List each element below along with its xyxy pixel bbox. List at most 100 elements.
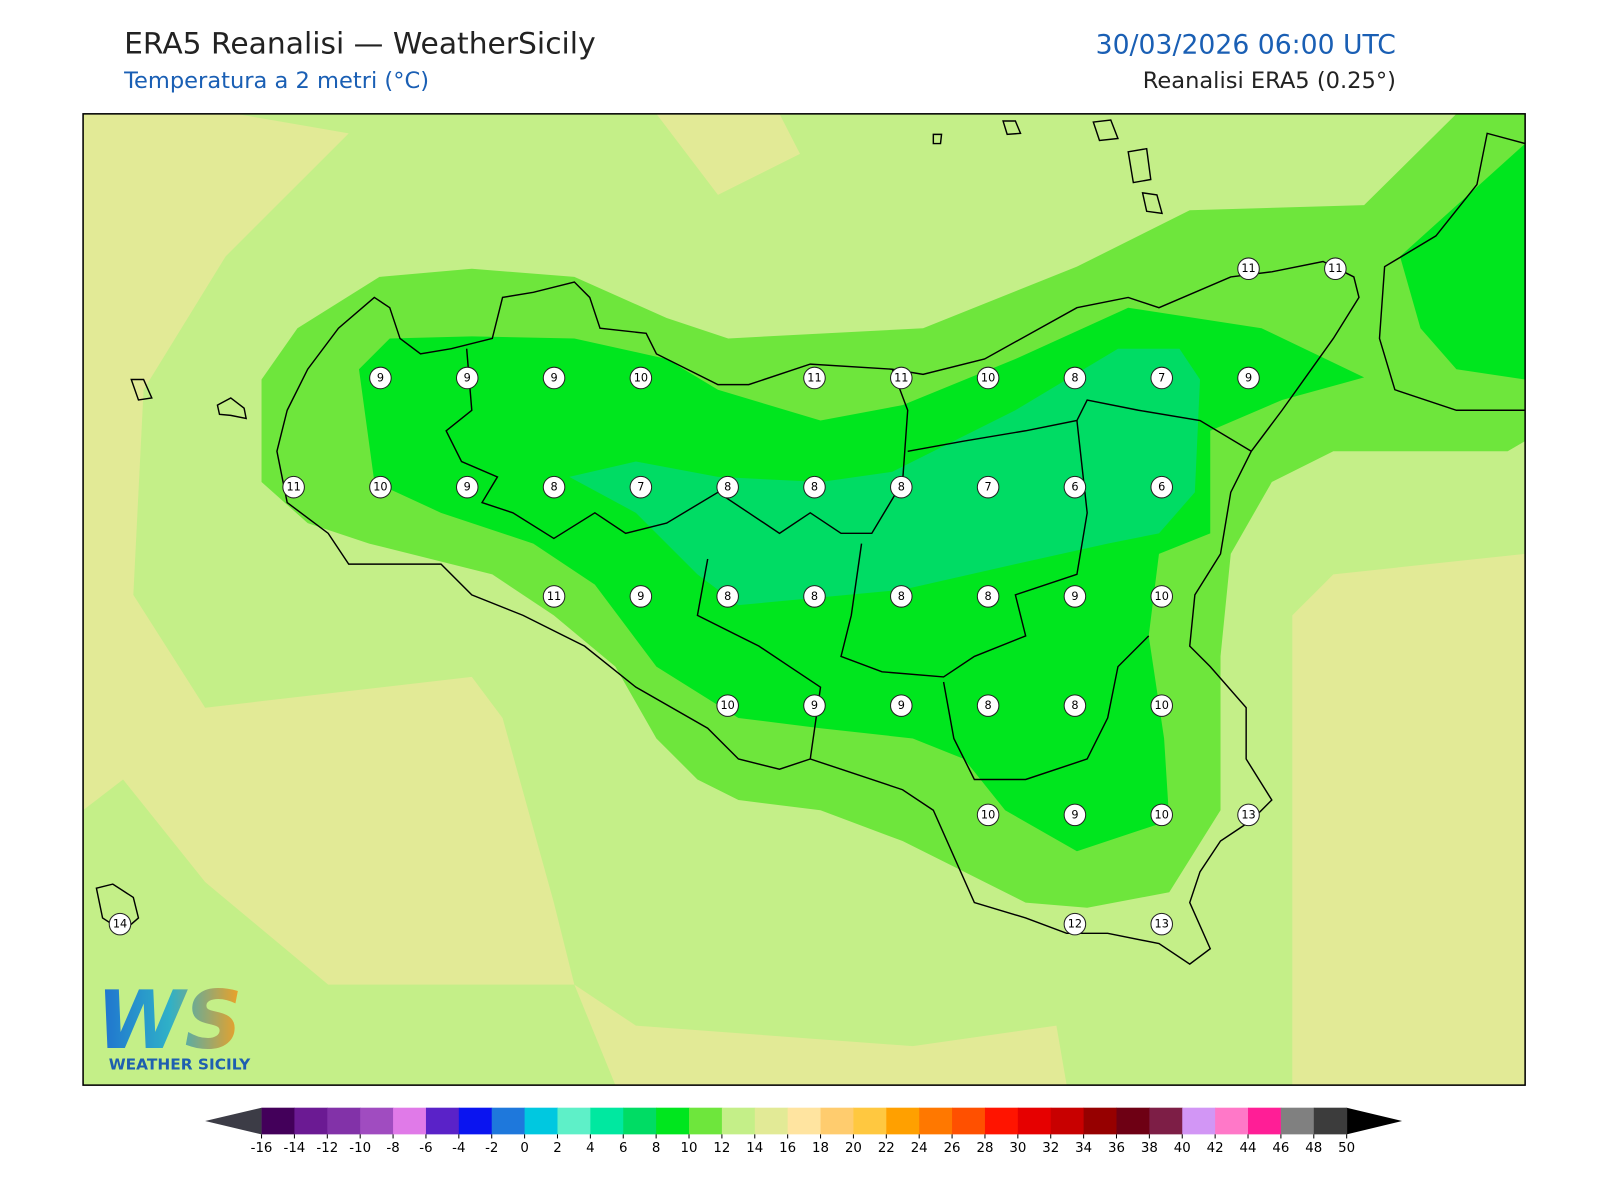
station-value: 8 — [898, 590, 905, 603]
colorbar-under — [205, 1107, 262, 1135]
station-marker — [976, 803, 1000, 827]
colorbar-tick-label: 38 — [1141, 1141, 1158, 1156]
station-marker — [629, 585, 653, 608]
colorbar-tick-label: 32 — [1042, 1141, 1059, 1156]
colorbar-tick-label: 12 — [713, 1141, 730, 1156]
colorbar-tick-label: 40 — [1174, 1141, 1191, 1156]
colorbar-tick-label: 22 — [878, 1141, 895, 1156]
station-value: 8 — [898, 481, 905, 494]
logo: WS WEATHER SICILY — [96, 974, 251, 1074]
station-value: 14 — [113, 918, 127, 931]
station-marker — [976, 585, 1000, 608]
colorbar-tick-label: 28 — [976, 1141, 993, 1156]
station-marker — [542, 585, 566, 608]
station-marker — [716, 475, 739, 499]
station-value: 10 — [634, 371, 648, 384]
map-frame — [82, 113, 1526, 1086]
colorbar-segment — [656, 1107, 690, 1135]
station-value: 7 — [1158, 371, 1165, 384]
colorbar-segment — [1149, 1107, 1183, 1135]
station-value: 8 — [724, 590, 731, 603]
station-marker — [542, 475, 566, 499]
station-value: 10 — [1155, 699, 1169, 712]
colorbar-segment — [787, 1107, 822, 1135]
station-marker — [976, 366, 1000, 390]
station-value: 9 — [550, 371, 557, 384]
station-marker — [803, 694, 826, 717]
station-marker — [1150, 912, 1174, 936]
province-border — [942, 635, 1150, 781]
colorbar-segment — [919, 1107, 953, 1135]
station-value: 8 — [811, 481, 818, 494]
station-marker — [1150, 475, 1174, 499]
colorbar-segment — [590, 1107, 624, 1135]
colorbar-segment — [1116, 1107, 1150, 1135]
station-marker — [1150, 694, 1174, 717]
station-value: 10 — [981, 808, 995, 821]
station-marker — [976, 694, 1000, 717]
colorbar-segment — [820, 1107, 854, 1135]
station-value: 8 — [550, 481, 557, 494]
field-8-10 — [1400, 143, 1526, 380]
colorbar-segment — [853, 1107, 887, 1135]
colorbar-tick-label: -14 — [284, 1141, 306, 1156]
station-marker — [455, 366, 479, 390]
station-marker — [1150, 585, 1174, 608]
colorbar-tick-label: 36 — [1108, 1141, 1125, 1156]
colorbar-tick-label: 26 — [944, 1141, 961, 1156]
station-value: 9 — [898, 699, 905, 712]
station-marker — [108, 912, 132, 936]
colorbar-tick-label: 0 — [520, 1141, 528, 1156]
colorbar-tick-label: 46 — [1272, 1141, 1289, 1156]
colorbar-segment — [1280, 1107, 1315, 1135]
station-value: 8 — [985, 699, 992, 712]
colorbar-tick-label: 50 — [1338, 1141, 1355, 1156]
colorbar-tick-label: -12 — [316, 1141, 338, 1156]
colorbar-segment — [1313, 1107, 1348, 1135]
station-value: 9 — [1071, 590, 1078, 603]
island — [1141, 191, 1164, 215]
colorbar-segment — [1182, 1107, 1216, 1135]
colorbar-segment — [360, 1107, 394, 1135]
island — [130, 378, 153, 401]
station-marker — [1324, 257, 1347, 280]
colorbar-segment — [294, 1107, 328, 1135]
field-6-8 — [569, 348, 1200, 606]
station-value: 10 — [720, 699, 734, 712]
logo-mark: WS — [96, 974, 242, 1067]
station-marker — [803, 585, 826, 608]
station-marker — [890, 366, 913, 390]
colorbar-segment — [1248, 1107, 1282, 1135]
colorbar-tick-label: -10 — [349, 1141, 371, 1156]
station-marker — [803, 366, 826, 390]
colorbar-segment — [721, 1107, 756, 1135]
island — [216, 397, 248, 420]
station-marker — [282, 475, 305, 499]
station-value: 6 — [1071, 481, 1078, 494]
station-layer: 11 11 9 9 9 10 11 11 10 8 7 9 11 10 9 8 7 8 8 8 7 6 6 11 9 8 8 8 8 9 1… — [108, 257, 1347, 936]
colorbar-segment — [327, 1107, 361, 1135]
colorbar-tick-label: 20 — [845, 1141, 862, 1156]
colorbar-tick-label: 42 — [1207, 1141, 1224, 1156]
station-value: 10 — [981, 371, 995, 384]
station-marker — [542, 366, 566, 390]
station-marker — [1237, 257, 1260, 280]
colorbar-tick-label: -6 — [419, 1141, 432, 1156]
province-border — [445, 348, 909, 540]
station-value: 8 — [724, 481, 731, 494]
province-border — [840, 420, 1088, 678]
station-value: 9 — [637, 590, 644, 603]
station-marker — [1237, 366, 1260, 390]
colorbar-tick-label: -4 — [452, 1141, 465, 1156]
station-value: 7 — [985, 481, 992, 494]
colorbar-segment — [1050, 1107, 1085, 1135]
colorbar-segment — [623, 1107, 657, 1135]
colorbar-tick-label: 14 — [746, 1141, 763, 1156]
station-marker — [629, 366, 653, 390]
colorbar-segment — [261, 1107, 295, 1135]
station-marker — [890, 585, 913, 608]
station-value: 11 — [1328, 262, 1342, 275]
station-value: 9 — [811, 699, 818, 712]
colorbar-segment — [1215, 1107, 1249, 1135]
